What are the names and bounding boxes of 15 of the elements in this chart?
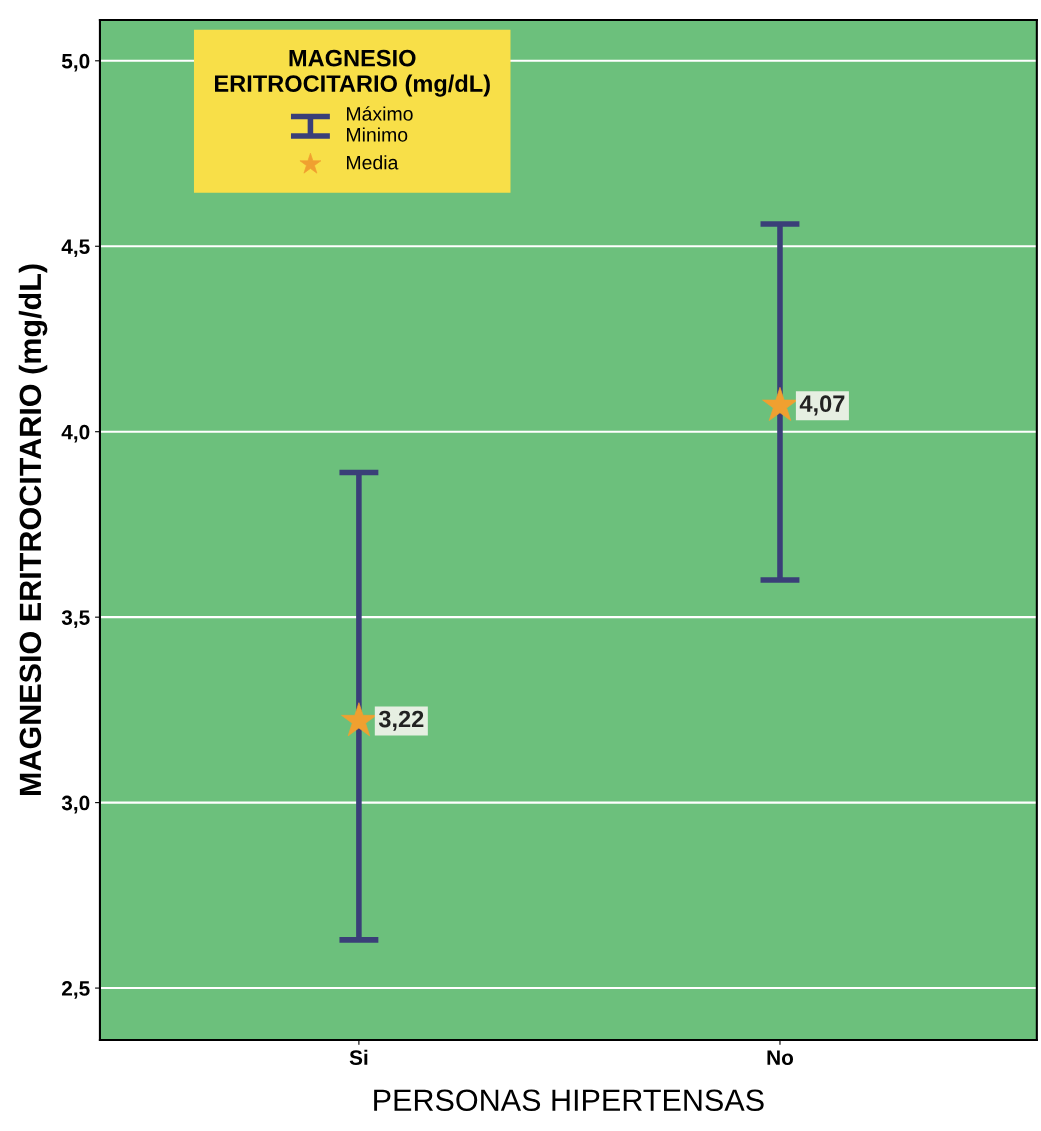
y-tick-label: 2,5 [61, 981, 90, 999]
x-tick-label: No [767, 1050, 794, 1066]
y-tick-label: 3,5 [61, 610, 90, 628]
x-axis-title: PERSONAS HIPERTENSAS [374, 1089, 764, 1112]
data-label: 3,22 [378, 710, 424, 731]
data-label: 4,07 [799, 395, 845, 416]
legend-label: Media [347, 155, 399, 170]
y-axis-title: MAGNESIO ERITROCITARIO (mg/dL) [18, 264, 48, 796]
x-tick-label: Si [349, 1049, 368, 1066]
y-tick-label: 4,0 [61, 424, 90, 443]
legend-title: MAGNESIO ERITROCITARIO (mg/dL) [215, 49, 490, 97]
y-tick-label: 3,0 [61, 795, 90, 814]
annotation: Máximo Minimo [347, 106, 413, 142]
y-tick-label: 4,5 [61, 239, 90, 258]
y-tick-label: 5,0 [61, 53, 90, 72]
